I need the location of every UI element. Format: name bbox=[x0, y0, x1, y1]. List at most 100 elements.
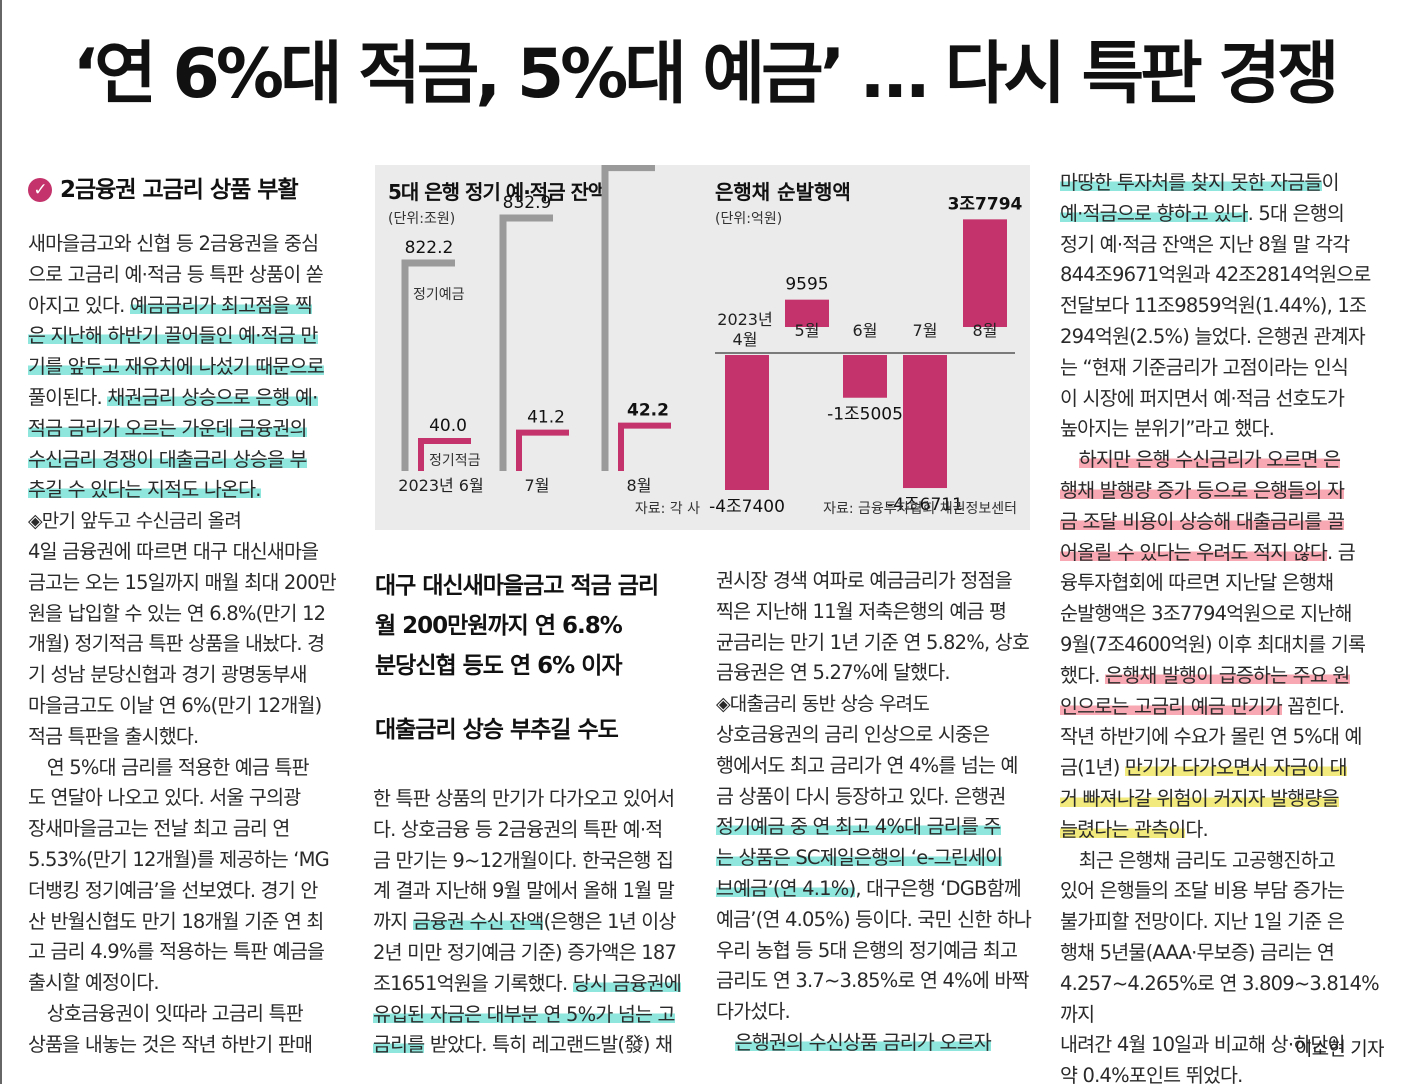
col1-line: 은 지난해 하반기 끌어들인 예·적금 만 bbox=[28, 321, 350, 352]
col2-line: 금 만기는 9~12개월이다. 한국은행 집 bbox=[373, 848, 674, 872]
col1-line: 풀이된다. 채권금리 상승으로 은행 예· bbox=[28, 385, 318, 409]
subheading: ◈대출금리 동반 상승 우려도 bbox=[716, 693, 930, 716]
savings-bar bbox=[418, 438, 471, 471]
col1-line: 고 금리 4.9%를 적용하는 특판 예금을 bbox=[28, 940, 325, 964]
legend-label-savings: 정기적금 bbox=[429, 453, 481, 469]
col3-line: 권시장 경색 여파로 예금금리가 정점을 bbox=[716, 569, 1013, 592]
bond-value-label: -1조5005 bbox=[827, 405, 903, 425]
col3-line: 브예금’(연 4.1%), 대구은행 ‘DGB함께 bbox=[716, 876, 1022, 900]
col3-line: 은행권의 수신상품 금리가 오르자 bbox=[716, 1028, 1034, 1059]
savings-value-label: 40.0 bbox=[429, 416, 467, 436]
category-label: 2023년 bbox=[717, 310, 772, 329]
col4-line: 순발행액은 3조7794억원으로 지난해 bbox=[1060, 602, 1352, 626]
col4-line: 했다. 은행채 발행이 급증하는 주요 원 bbox=[1060, 663, 1350, 687]
col1-line: 5.53%(만기 12개월)를 제공하는 ‘MG bbox=[28, 847, 330, 871]
deposit-bar bbox=[499, 214, 553, 471]
col1-line: 추길 수 있다는 지적도 나온다. bbox=[28, 475, 350, 506]
col4-line: 금(1년) 만기가 다가오면서 자금이 대 bbox=[1060, 756, 1348, 780]
highlight-cyan: 당시 금융권에 bbox=[572, 971, 682, 995]
category-label: 4월 bbox=[733, 330, 758, 349]
col2-line: 계 결과 지난해 9월 말에서 올해 1월 말 bbox=[373, 879, 675, 903]
highlight-pink: 하지만 은행 수신금리가 오르면 은 bbox=[1078, 448, 1341, 472]
highlight-cyan: 정기예금 중 연 최고 4%대 금리를 주 bbox=[716, 815, 1001, 839]
col4-line: 9월(7조4600억원) 이후 최대치를 기록 bbox=[1060, 632, 1366, 656]
deposit-value-label: 832.9 bbox=[503, 193, 552, 213]
category-label: 7월 bbox=[913, 321, 938, 340]
bond-value-label: -4조6711 bbox=[887, 495, 963, 515]
chart1-plot: 822.2832.9844.940.041.242.2정기예금정기적금2023년… bbox=[398, 143, 671, 495]
col3-line: 금리도 연 3.7~3.85%로 연 4%에 바짝 bbox=[716, 969, 1029, 993]
col4-line: 하지만 은행 수신금리가 오르면 은 bbox=[1060, 445, 1382, 476]
highlight-pink: 어올릴 수 있다는 우려도 적지 않다 bbox=[1060, 540, 1328, 564]
article-column-3: 권시장 경색 여파로 예금금리가 정점을 찍은 지난해 11월 저축은행의 예금… bbox=[716, 566, 1034, 1059]
charts-svg: 5대 은행 정기 예·적금 잔액 (단위:조원) 822.2832.9844.9… bbox=[388, 143, 1023, 517]
col1-line: 연 5%대 금리를 적용한 예금 특판 bbox=[28, 755, 310, 779]
col4-line: 약 0.4%포인트 뛰었다. bbox=[1060, 1064, 1243, 1088]
headline: ‘연 6%대 적금, 5%대 예금’ … 다시 특판 경쟁 bbox=[72, 35, 1339, 114]
col1-line: 금고는 오는 15일까지 매월 최대 200만 bbox=[28, 570, 337, 594]
col4-line: 융투자협회에 따르면 지난달 은행채 bbox=[1060, 571, 1334, 595]
section-title: 2금융권 고금리 상품 부활 bbox=[60, 177, 299, 203]
highlight-cyan: 예·적금으로 향하고 있다 bbox=[1060, 201, 1248, 225]
col1-line: 상품을 내놓는 것은 작년 하반기 판매 bbox=[28, 1032, 313, 1056]
category-label: 8월 bbox=[627, 476, 652, 495]
pull-quote-line: 대출금리 상승 부추길 수도 bbox=[375, 717, 619, 743]
highlight-yellow: 거 빠져나갈 위험이 커지자 발행량을 bbox=[1060, 786, 1340, 810]
highlight-cyan: 금융권 수신 잔액 bbox=[412, 910, 544, 934]
section-heading: ✓ 2금융권 고금리 상품 부활 bbox=[28, 170, 299, 204]
col3-line: 우리 농협 등 5대 은행의 정기예금 최고 bbox=[716, 938, 1018, 962]
highlight-cyan: 적금 금리가 오르는 가운데 금융권의 bbox=[28, 416, 308, 440]
bond-bar bbox=[785, 299, 829, 327]
col4-line: 거 빠져나갈 위험이 커지자 발행량을 bbox=[1060, 784, 1382, 815]
highlight-cyan: 예금금리가 최고점을 찍 bbox=[129, 293, 313, 317]
col4-line: 마땅한 투자처를 찾지 못한 자금들이 bbox=[1060, 171, 1340, 194]
category-label: 6월 bbox=[853, 321, 878, 340]
col1-line: 출시할 예정이다. bbox=[28, 971, 160, 995]
col2-line: 금리를 받았다. 특히 레고랜드발(發) 채 bbox=[373, 1033, 673, 1057]
pull-quote-line: 분당신협 등도 연 6% 이자 bbox=[375, 653, 623, 679]
highlight-cyan: 유입된 자금은 대부분 연 5%가 넘는 고 bbox=[373, 1002, 675, 1026]
highlight-cyan: 마땅한 투자처를 찾지 못한 자금들 bbox=[1060, 171, 1322, 194]
left-margin-rule bbox=[0, 0, 2, 1084]
bond-bar bbox=[903, 355, 947, 489]
chart1-title: 5대 은행 정기 예·적금 잔액 bbox=[388, 180, 605, 204]
col3-line: 예금’(연 4.05%) 등이다. 국민 신한 하나 bbox=[716, 907, 1032, 931]
col4-line: 행채 발행량 증가 등으로 은행들의 자 bbox=[1060, 476, 1382, 507]
col1-line: 상호금융권이 잇따라 고금리 특판 bbox=[28, 1001, 304, 1025]
savings-value-label: 41.2 bbox=[527, 408, 565, 428]
col3-line: 행에서도 최고 금리가 연 4%를 넘는 예 bbox=[716, 753, 1018, 777]
col4-line: 늘렸다는 관측이다. bbox=[1060, 817, 1209, 841]
highlight-cyan: 채권금리 상승으로 은행 예· bbox=[107, 385, 318, 409]
col1-line: 수신금리 경쟁이 대출금리 상승을 부 bbox=[28, 445, 350, 476]
col3-line: 상호금융권의 금리 인상으로 시중은 bbox=[716, 722, 990, 746]
highlight-cyan: 는 상품은 SC제일은행의 ‘e-그린세이 bbox=[716, 846, 1003, 870]
chart1-unit: (단위:조원) bbox=[388, 211, 455, 227]
highlight-cyan: 기를 앞두고 재유치에 나섰기 때문으로 bbox=[28, 355, 325, 379]
savings-value-label: 42.2 bbox=[627, 401, 669, 421]
col4-line: 정기 예·적금 잔액은 지난 8월 말 각각 bbox=[1060, 232, 1350, 256]
category-label: 7월 bbox=[525, 476, 550, 495]
highlight-yellow: 만기가 다가오면서 자금이 대 bbox=[1124, 756, 1348, 780]
col2-line: 2년 미만 정기예금 기준) 증가액은 187 bbox=[373, 940, 677, 964]
highlight-cyan: 은 지난해 하반기 끌어들인 예·적금 만 bbox=[28, 324, 318, 348]
col3-line: 금융권은 연 5.27%에 달했다. bbox=[716, 661, 951, 685]
col3-line: 정기예금 중 연 최고 4%대 금리를 주 bbox=[716, 812, 1034, 843]
highlight-yellow: 늘렸다는 관측이 bbox=[1060, 817, 1186, 841]
col4-line: 전달보다 11조9859억원(1.44%), 1조 bbox=[1060, 294, 1367, 318]
category-label: 2023년 6월 bbox=[398, 476, 483, 495]
col4-line: 높아지는 분위기”라고 했다. bbox=[1060, 417, 1275, 441]
pull-quote-line: 대구 대신새마을금고 적금 금리 bbox=[375, 573, 659, 599]
col1-line: 새마을금고와 신협 등 2금융권을 중심 bbox=[28, 232, 319, 255]
col1-line: 적금 특판을 출시했다. bbox=[28, 724, 199, 748]
col4-line: 어올릴 수 있다는 우려도 적지 않다. 금 bbox=[1060, 540, 1356, 564]
col4-line: 예·적금으로 향하고 있다. 5대 은행의 bbox=[1060, 201, 1345, 225]
bond-bar bbox=[963, 219, 1007, 327]
col3-line: 금 상품이 다시 등장하고 있다. 은행권 bbox=[716, 784, 1006, 808]
savings-bar bbox=[618, 422, 671, 471]
deposit-bar bbox=[601, 164, 655, 471]
chart1-source: 자료: 각 사 bbox=[635, 501, 700, 517]
col1-line: 마을금고도 이날 연 6%(만기 12개월) bbox=[28, 693, 322, 717]
article-column-1: 새마을금고와 신협 등 2금융권을 중심 으로 고금리 예·적금 등 특판 상품… bbox=[28, 229, 350, 1061]
bond-bar bbox=[725, 355, 769, 490]
col1-line: 아지고 있다. 예금금리가 최고점을 찍 bbox=[28, 293, 313, 317]
